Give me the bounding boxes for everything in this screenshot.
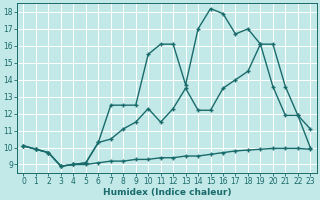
X-axis label: Humidex (Indice chaleur): Humidex (Indice chaleur) bbox=[103, 188, 231, 197]
